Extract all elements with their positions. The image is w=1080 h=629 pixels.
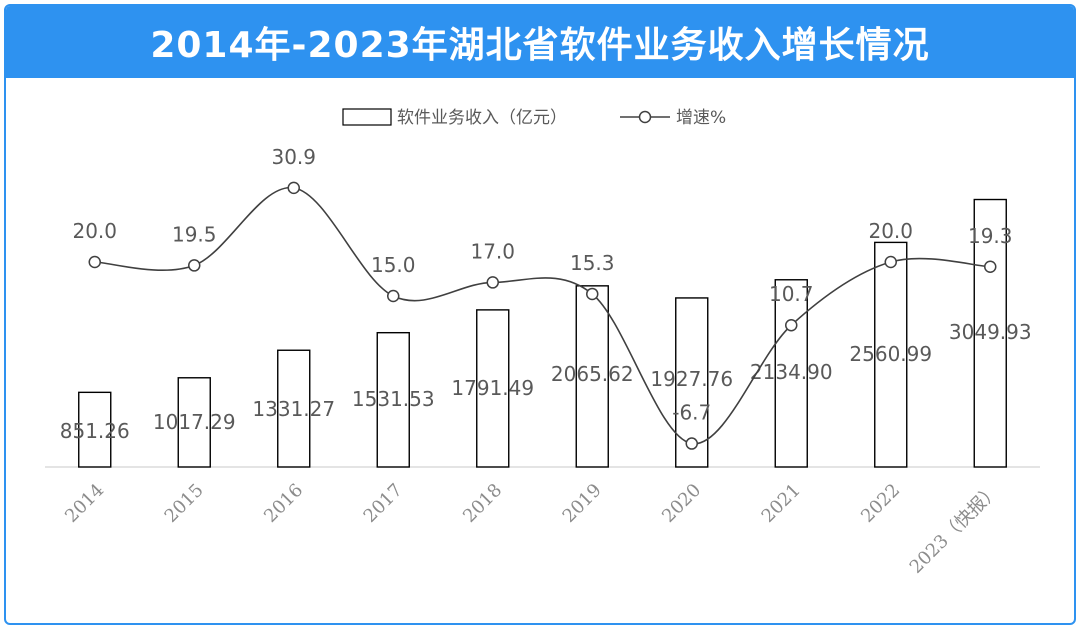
x-tick-label: 2019 [559, 480, 606, 527]
legend-bar-swatch [342, 108, 392, 126]
growth-value-label: 20.0 [72, 219, 117, 243]
growth-point-2019 [586, 287, 599, 301]
growth-point-2017 [387, 289, 400, 303]
x-tick-label: 2023（快报） [906, 480, 1004, 578]
bar-2014 [78, 391, 112, 468]
bar-2022 [874, 241, 908, 468]
growth-value-label: 17.0 [470, 239, 515, 263]
bar-2019 [575, 285, 609, 468]
bar-value-label: 851.26 [60, 419, 130, 443]
bar-2023（快报） [973, 198, 1007, 468]
bar-value-label: 1331.27 [252, 397, 335, 421]
x-tick-label: 2021 [758, 480, 805, 527]
legend-line-marker [638, 110, 652, 124]
bar-value-label: 1017.29 [153, 410, 236, 434]
growth-value-label: 15.3 [570, 251, 615, 275]
bar-value-label: 2065.62 [551, 362, 634, 386]
growth-point-2022 [884, 255, 897, 269]
bar-value-label: 1531.53 [352, 387, 435, 411]
growth-line [94, 187, 991, 445]
bar-value-label: 2560.99 [849, 342, 932, 366]
growth-point-2015 [188, 259, 201, 272]
growth-point-2016 [287, 181, 300, 195]
x-tick-label: 2020 [658, 480, 705, 527]
growth-value-label: 30.9 [271, 145, 316, 169]
growth-point-2021 [785, 318, 798, 332]
legend-bar-label: 软件业务收入（亿元） [397, 108, 567, 128]
bar-2021 [774, 279, 808, 468]
x-tick-label: 2016 [260, 480, 307, 527]
bar-value-label: 3049.93 [949, 320, 1032, 344]
bar-2018 [476, 309, 510, 468]
growth-point-2014 [88, 255, 101, 269]
bar-value-label: 1791.49 [451, 376, 534, 400]
bar-value-label: 2134.90 [750, 360, 833, 384]
growth-value-label: 10.7 [769, 282, 814, 306]
growth-point-2020 [685, 437, 698, 450]
growth-value-label: 19.3 [968, 224, 1013, 248]
legend-line-label: 增速% [676, 108, 726, 128]
bar-2016 [277, 349, 311, 468]
x-tick-label: 2018 [459, 480, 506, 527]
x-tick-label: 2015 [161, 480, 208, 527]
growth-value-label: 20.0 [868, 219, 913, 243]
growth-value-label: -6.7 [672, 401, 711, 425]
x-tick-label: 2022 [857, 480, 904, 527]
growth-point-2023（快报） [984, 260, 997, 274]
bar-value-label: 1927.76 [650, 367, 733, 391]
growth-value-label: 15.0 [371, 253, 416, 277]
chart-title: 2014年-2023年湖北省软件业务收入增长情况 [6, 6, 1074, 78]
bar-2017 [376, 331, 410, 468]
x-tick-label: 2014 [61, 480, 108, 527]
growth-value-label: 19.5 [172, 222, 217, 246]
bar-2015 [177, 377, 211, 468]
x-tick-label: 2017 [360, 480, 407, 527]
growth-point-2018 [486, 276, 499, 289]
